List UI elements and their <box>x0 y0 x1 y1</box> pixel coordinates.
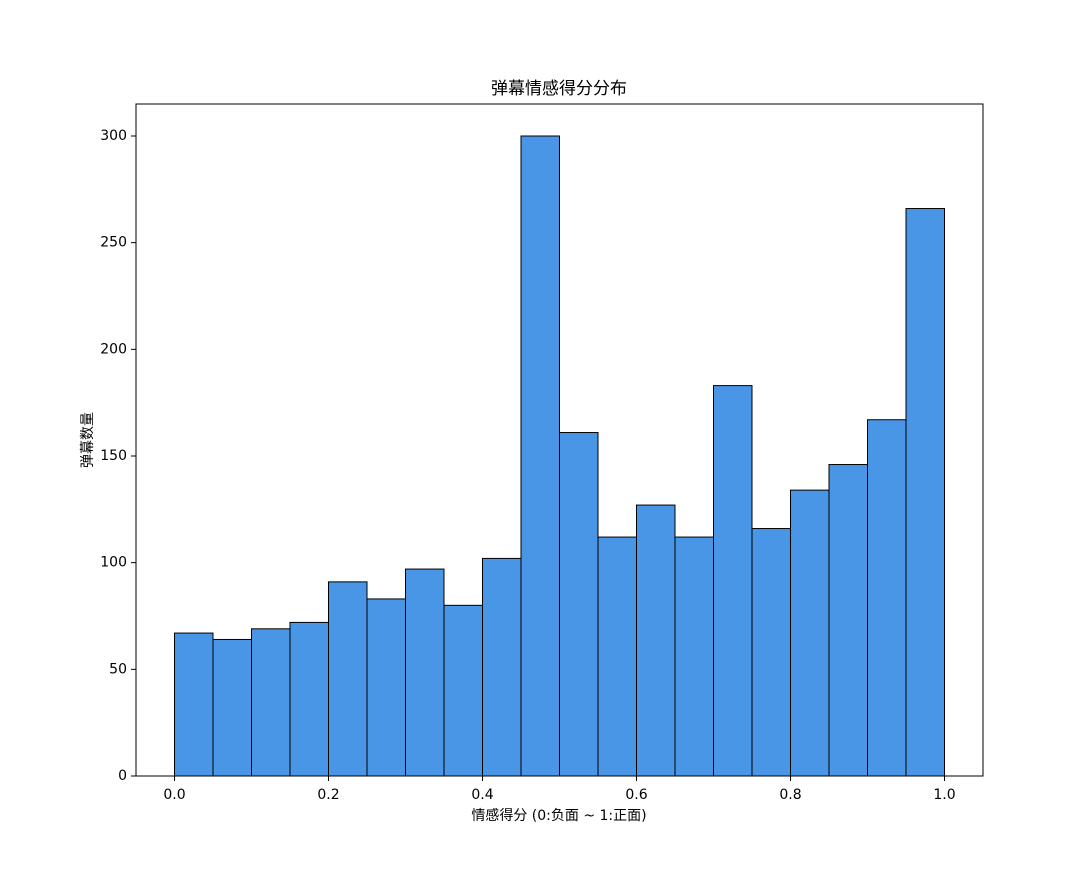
bar <box>405 568 445 777</box>
x-tick-label: 0.8 <box>779 787 801 803</box>
y-tick-label: 200 <box>100 341 127 357</box>
y-tick-label: 300 <box>100 128 127 144</box>
plot-frame <box>135 103 984 777</box>
bar <box>790 489 830 777</box>
bar <box>905 208 945 777</box>
bar <box>828 464 868 777</box>
bar <box>289 621 329 777</box>
y-tick-label: 150 <box>100 448 127 464</box>
chart-title: 弹幕情感得分分布 <box>491 79 627 99</box>
bar <box>636 504 676 777</box>
bar <box>482 557 522 777</box>
x-axis-label: 情感得分 (0:负面 ~ 1:正面) <box>471 807 646 824</box>
x-tick-label: 1.0 <box>933 787 955 803</box>
bar <box>520 135 560 777</box>
x-tick-label: 0.2 <box>317 787 339 803</box>
x-tick-label: 0.4 <box>471 787 493 803</box>
bar <box>251 628 291 777</box>
y-tick-label: 250 <box>100 235 127 251</box>
bar <box>212 638 252 777</box>
bar <box>597 536 637 777</box>
x-tick-label: 0.6 <box>625 787 647 803</box>
bar <box>867 419 907 777</box>
bar <box>443 604 483 777</box>
bar <box>713 385 753 777</box>
bar <box>174 632 214 777</box>
bar <box>366 598 406 777</box>
bar <box>674 536 714 777</box>
bar <box>559 432 599 777</box>
y-tick-label: 100 <box>100 555 127 571</box>
bar <box>751 528 791 777</box>
y-tick-label: 0 <box>118 768 127 784</box>
y-axis-label: 弹幕数量 <box>80 412 96 468</box>
bar <box>328 581 368 777</box>
x-tick-label: 0.0 <box>163 787 185 803</box>
y-tick-label: 50 <box>109 661 127 677</box>
